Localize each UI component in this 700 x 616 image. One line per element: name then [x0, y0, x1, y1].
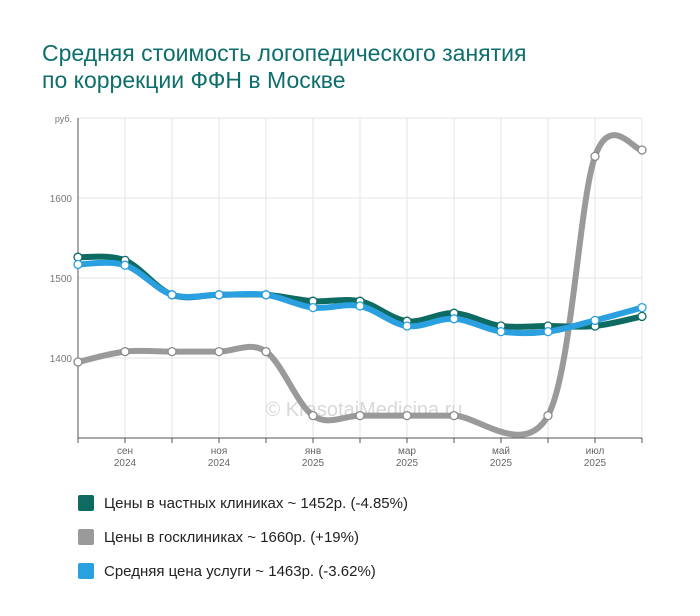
- data-point-public-clinics: [590, 151, 600, 162]
- x-tick-label-year: 2024: [114, 458, 137, 469]
- data-point-public-clinics: [543, 410, 553, 421]
- data-point-average-price: [496, 326, 506, 337]
- data-point-public-clinics: [308, 410, 318, 421]
- data-point-public-clinics: [167, 346, 177, 357]
- data-point-average-price: [637, 302, 647, 313]
- chart-title-line-1: Средняя стоимость логопедического заняти…: [42, 40, 527, 66]
- legend-item-average[interactable]: Средняя цена услуги ~ 1463р. (-3.62%): [78, 554, 408, 588]
- legend-label-public: Цены в госклиниках ~ 1660р. (+19%): [104, 528, 359, 546]
- data-point-average-price: [261, 290, 271, 300]
- y-tick-label: 1400: [50, 354, 73, 365]
- data-point-public-clinics: [402, 410, 412, 421]
- data-point-average-price: [73, 259, 83, 270]
- legend-swatch-public: [78, 529, 94, 545]
- chart-title: Средняя стоимость логопедического заняти…: [42, 40, 662, 94]
- y-axis-label: руб.: [55, 114, 72, 124]
- data-point-public-clinics: [261, 346, 271, 357]
- x-tick-label-month: сен: [117, 446, 133, 457]
- data-point-average-price: [402, 321, 412, 331]
- x-tick-label-month: май: [492, 446, 510, 457]
- data-point-public-clinics: [214, 346, 224, 357]
- x-tick-label-month: мар: [398, 446, 416, 457]
- legend-item-public[interactable]: Цены в госклиниках ~ 1660р. (+19%): [78, 520, 408, 554]
- chart-legend: Цены в частных клиниках ~ 1452р. (-4.85%…: [78, 486, 408, 588]
- data-point-average-price: [590, 315, 600, 326]
- x-tick-label-month: ноя: [211, 446, 228, 457]
- y-tick-label: 1500: [50, 274, 73, 285]
- data-point-public-clinics: [73, 357, 83, 367]
- data-point-average-price: [167, 290, 177, 300]
- line-chart: 140015001600руб.сен2024ноя2024янв2025мар…: [50, 114, 647, 469]
- legend-label-private: Цены в частных клиниках ~ 1452р. (-4.85%…: [104, 494, 408, 512]
- data-point-average-price: [214, 290, 224, 300]
- x-tick-label-month: янв: [305, 446, 321, 457]
- x-tick-label-year: 2025: [302, 458, 325, 469]
- x-tick-label-month: июл: [586, 446, 605, 457]
- x-tick-label-year: 2025: [396, 458, 419, 469]
- legend-label-average: Средняя цена услуги ~ 1463р. (-3.62%): [104, 562, 376, 580]
- data-point-public-clinics: [355, 410, 365, 421]
- x-tick-label-year: 2025: [584, 458, 607, 469]
- legend-item-private[interactable]: Цены в частных клиниках ~ 1452р. (-4.85%…: [78, 486, 408, 520]
- data-point-average-price: [449, 314, 459, 324]
- data-point-private-clinics: [637, 311, 647, 322]
- data-point-average-price: [120, 260, 130, 270]
- x-tick-label-year: 2024: [208, 458, 231, 469]
- data-point-public-clinics: [120, 346, 130, 357]
- y-tick-label: 1600: [50, 194, 73, 205]
- data-point-public-clinics: [637, 145, 647, 155]
- data-point-average-price: [543, 326, 553, 337]
- data-point-average-price: [355, 301, 365, 311]
- chart-title-line-2: по коррекции ФФН в Москве: [42, 67, 346, 93]
- data-point-average-price: [308, 302, 318, 313]
- legend-swatch-private: [78, 495, 94, 511]
- x-tick-label-year: 2025: [490, 458, 513, 469]
- data-point-public-clinics: [449, 410, 459, 421]
- legend-swatch-average: [78, 563, 94, 579]
